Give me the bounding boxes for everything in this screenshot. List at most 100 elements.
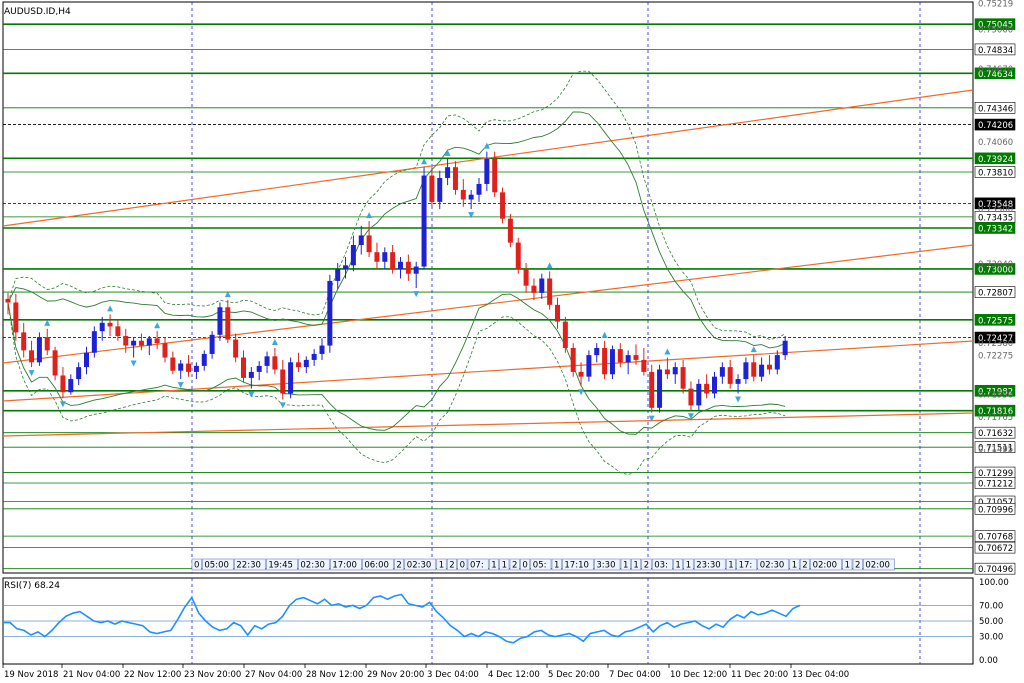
level-label-bg — [974, 197, 1016, 210]
candle-body — [350, 245, 356, 266]
session-tag — [298, 558, 330, 571]
candle-body — [233, 339, 239, 358]
level-label-bg — [974, 541, 1016, 554]
session-tag — [394, 558, 405, 571]
fractal-down-arrow — [248, 391, 255, 398]
level-lines — [3, 23, 973, 570]
level-label: 0.71511 — [978, 444, 1013, 454]
session-label: 2 — [644, 561, 649, 571]
session-label: 19:45 — [268, 561, 293, 571]
candle-body — [500, 192, 506, 219]
session-label: 06:00 — [364, 561, 389, 571]
x-tick-label: 21 Nov 04:00 — [63, 670, 120, 680]
session-tag — [509, 558, 520, 571]
candle-body — [123, 335, 129, 346]
candle-body — [751, 362, 757, 377]
candle-body — [178, 363, 184, 371]
level-label: 0.70768 — [978, 533, 1013, 543]
session-tag — [436, 558, 447, 571]
level-label: 0.73924 — [978, 155, 1013, 165]
candle-body — [201, 353, 207, 366]
rsi-tick-label: 100.00 — [979, 578, 1009, 588]
candle-body — [609, 349, 615, 375]
candle-body — [52, 350, 58, 376]
session-label: 02:30 — [760, 561, 785, 571]
candle-body — [460, 189, 466, 200]
price-tick-label: 0.75219 — [978, 0, 1013, 9]
level-label: 0.71632 — [978, 429, 1013, 439]
price-axis: 0.75045 0.74834 0.74634 0.74346 0.74206 0.739… — [974, 0, 1016, 575]
fractal-down-arrow — [735, 396, 742, 403]
candle-body — [555, 304, 560, 322]
candle-body — [264, 356, 270, 366]
candle-body — [154, 338, 160, 344]
price-tick-label: 0.73500 — [978, 205, 1013, 215]
candle-body — [241, 357, 246, 378]
level-label-bg — [974, 152, 1016, 165]
session-label: 1 — [633, 561, 638, 571]
candle-body — [60, 375, 66, 393]
session-tag — [404, 558, 437, 571]
level-label: 0.71816 — [978, 407, 1013, 417]
candle-body — [547, 278, 553, 305]
fractal-up-arrow — [107, 305, 114, 312]
session-tag — [594, 558, 621, 571]
fractal-up-arrow — [271, 338, 278, 345]
session-label: 05: — [533, 561, 547, 571]
level-label: 0.74346 — [978, 104, 1013, 114]
session-label: 1 — [845, 561, 850, 571]
candle-body — [766, 364, 772, 370]
level-label-bg — [974, 314, 1016, 326]
session-label: 1 — [554, 561, 559, 571]
session-label: 1 — [502, 561, 507, 571]
trend-line — [2, 89, 974, 227]
session-label: 2 — [802, 561, 807, 571]
candle-body — [303, 359, 309, 368]
level-label-bg — [974, 404, 1016, 417]
level-label: 0.73810 — [978, 168, 1013, 178]
candle-body — [633, 355, 639, 360]
candle-body — [782, 340, 788, 356]
x-tick-label: 4 Dec 12:00 — [488, 670, 540, 680]
fractal-down-arrow — [59, 401, 66, 408]
candle-body — [217, 307, 223, 335]
price-tick-label: 0.73040 — [978, 260, 1013, 270]
level-label-bg — [974, 102, 1016, 114]
level-label-bg — [974, 166, 1016, 178]
level-label: 0.71057 — [978, 498, 1013, 508]
session-label: 2 — [512, 561, 517, 571]
session-label: 17: — [739, 561, 753, 571]
level-label-bg — [974, 43, 1016, 56]
session-tag — [757, 558, 790, 571]
level-label-bg — [974, 441, 1016, 453]
fractal-up-arrow — [601, 331, 608, 338]
candle-body — [398, 261, 403, 269]
session-label: 22:30 — [236, 561, 261, 571]
x-tick-label: 29 Nov 20:00 — [367, 670, 424, 680]
session-label: 1 — [491, 561, 496, 571]
candle-body — [649, 371, 655, 408]
candle-body — [193, 365, 199, 372]
candle-body — [570, 347, 576, 372]
candle-body — [21, 332, 27, 351]
candle-body — [84, 352, 89, 368]
fractal-down-arrow — [413, 291, 420, 298]
session-label: 3:30 — [596, 561, 615, 571]
rsi-title: RSI(7) 68.24 — [4, 581, 60, 591]
session-label: 17:00 — [332, 561, 357, 571]
session-tag — [191, 558, 202, 571]
candle-body — [429, 175, 435, 202]
rsi-tick-label: 50.00 — [979, 617, 1003, 627]
candle-body — [578, 371, 584, 377]
level-label-bg — [974, 562, 1016, 575]
candle-body — [759, 364, 765, 377]
band-outer-upper — [7, 70, 786, 340]
candle-body — [138, 340, 144, 346]
candle-body — [272, 356, 278, 370]
candle-body — [280, 369, 286, 394]
candle-body — [476, 183, 482, 195]
candle-body — [358, 235, 364, 246]
price-tick-label: 0.74670 — [978, 65, 1013, 75]
session-tag — [520, 558, 531, 571]
